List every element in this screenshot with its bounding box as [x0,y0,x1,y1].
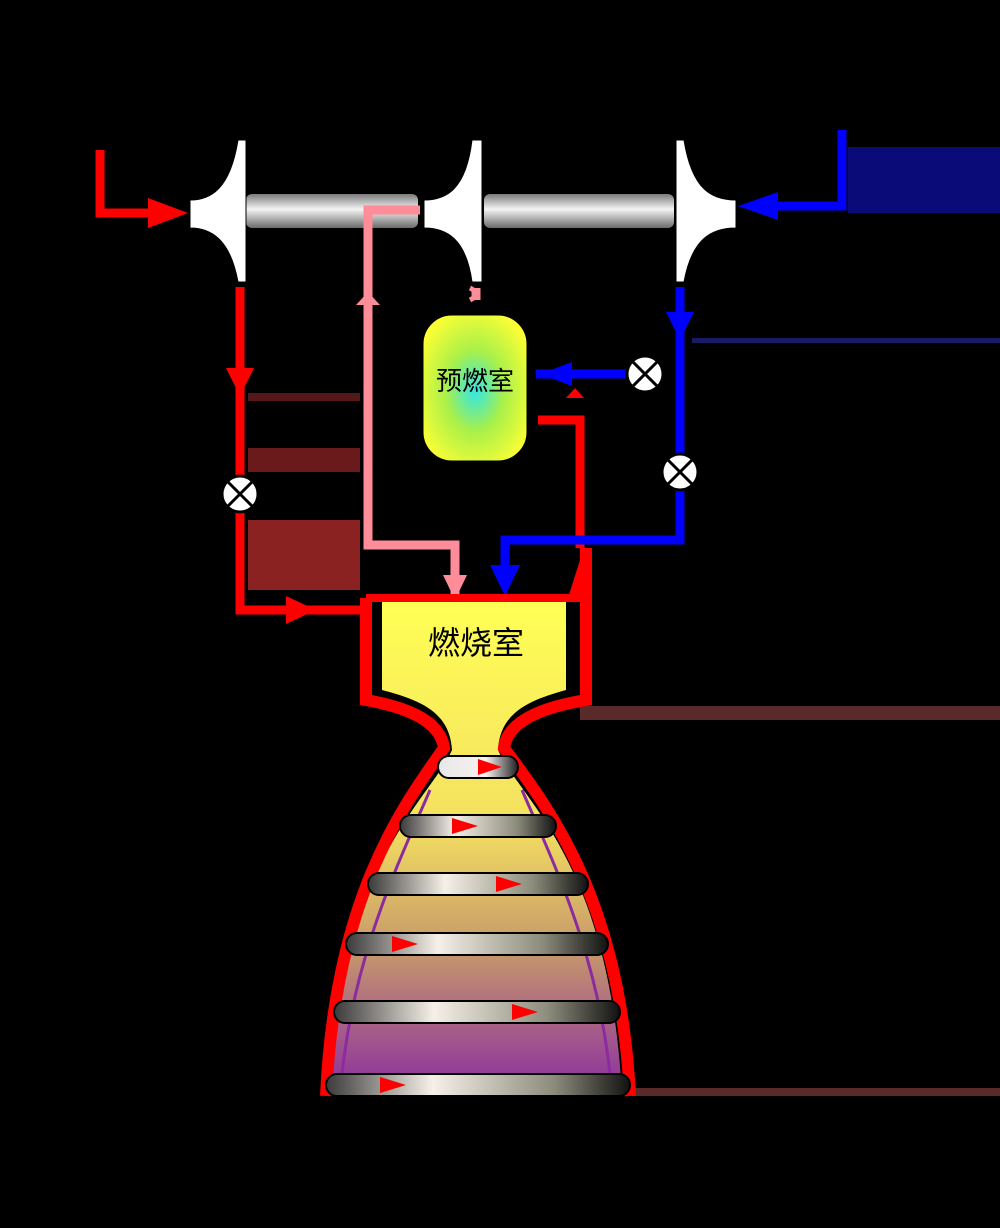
cooling-tube [367,872,589,896]
arrow-icon [380,759,538,1093]
shaft-segment [484,194,674,228]
preburner: 预燃室 [420,312,530,464]
annotation-strip [692,338,1000,343]
shaft-segment [246,194,418,228]
arrow-icon [490,192,778,596]
annotation-strip [848,147,1000,213]
valve-icon[interactable] [220,474,260,514]
annotation-strip [580,706,1000,720]
arrow-icon [356,285,479,600]
preburner-label: 预燃室 [436,367,514,397]
annotation-strips [248,147,1000,1096]
valve-icon[interactable] [660,452,700,492]
rotor-icon [675,139,737,283]
cooling-tube [333,1000,621,1024]
annotation-strip [248,448,360,472]
rotor-icon [189,139,247,283]
annotation-strip [248,393,360,401]
turbopump-shaft [246,194,674,228]
chamber-wall [497,548,636,1097]
chamber-wall [320,598,451,1097]
valve-icon[interactable] [625,354,665,394]
combustion-chamber: 燃烧室 [320,548,636,1097]
rotor-icon [423,139,483,283]
chamber-label: 燃烧室 [428,624,524,662]
annotation-strip [632,1088,1000,1096]
preburner-body [420,312,530,464]
cooling-tube [345,932,609,956]
cooling-tube [325,1073,631,1097]
annotation-strip [248,520,360,590]
nozzle-body [330,600,622,1096]
